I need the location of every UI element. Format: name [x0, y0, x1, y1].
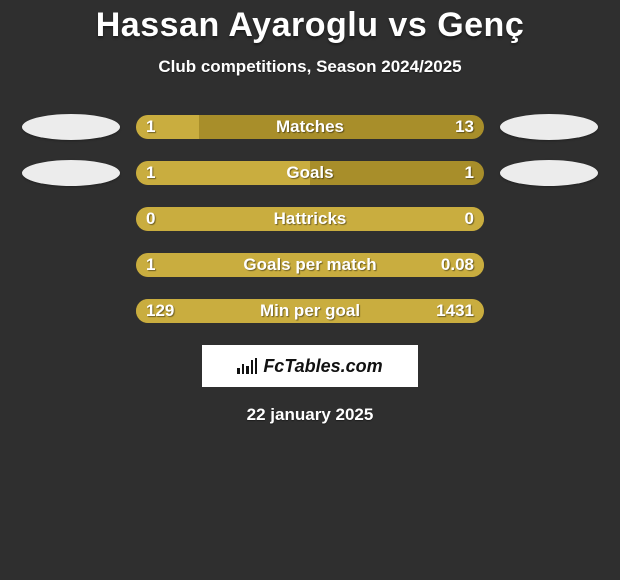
- date-text: 22 january 2025: [0, 405, 620, 425]
- left-value: 1: [136, 161, 165, 185]
- stat-label: Matches: [136, 115, 484, 139]
- stat-bar: 0 Hattricks 0: [136, 207, 484, 231]
- right-value: 1431: [426, 299, 484, 323]
- right-value: 0.08: [431, 253, 484, 277]
- stat-bar: 129 Min per goal 1431: [136, 299, 484, 323]
- stats-container: 1 Matches 13 1 Goals 1 0 Hattr: [0, 115, 620, 323]
- stat-bar: 1 Matches 13: [136, 115, 484, 139]
- stat-row-goals: 1 Goals 1: [0, 161, 620, 185]
- stat-label: Goals: [136, 161, 484, 185]
- right-value: 0: [455, 207, 484, 231]
- left-value: 129: [136, 299, 184, 323]
- stat-row-hattricks: 0 Hattricks 0: [0, 207, 620, 231]
- stat-row-mpg: 129 Min per goal 1431: [0, 299, 620, 323]
- page-title: Hassan Ayaroglu vs Genç: [0, 6, 620, 45]
- right-portrait-oval: [500, 160, 598, 186]
- left-portrait-oval: [22, 114, 120, 140]
- stat-label: Hattricks: [136, 207, 484, 231]
- brand-logo[interactable]: FcTables.com: [202, 345, 418, 387]
- right-value: 13: [445, 115, 484, 139]
- stat-row-gpm: 1 Goals per match 0.08: [0, 253, 620, 277]
- left-oval-spacer: [22, 252, 120, 278]
- left-oval-spacer: [22, 298, 120, 324]
- left-portrait-oval: [22, 160, 120, 186]
- left-value: 0: [136, 207, 165, 231]
- brand-text: FcTables.com: [263, 356, 382, 377]
- stat-row-matches: 1 Matches 13: [0, 115, 620, 139]
- right-portrait-oval: [500, 114, 598, 140]
- left-value: 1: [136, 115, 165, 139]
- comparison-infographic: Hassan Ayaroglu vs Genç Club competition…: [0, 6, 620, 580]
- right-oval-spacer: [500, 298, 598, 324]
- stat-bar: 1 Goals 1: [136, 161, 484, 185]
- left-oval-spacer: [22, 206, 120, 232]
- page-subtitle: Club competitions, Season 2024/2025: [0, 57, 620, 77]
- left-value: 1: [136, 253, 165, 277]
- right-oval-spacer: [500, 252, 598, 278]
- right-value: 1: [455, 161, 484, 185]
- right-oval-spacer: [500, 206, 598, 232]
- stat-bar: 1 Goals per match 0.08: [136, 253, 484, 277]
- bar-chart-icon: [237, 358, 257, 374]
